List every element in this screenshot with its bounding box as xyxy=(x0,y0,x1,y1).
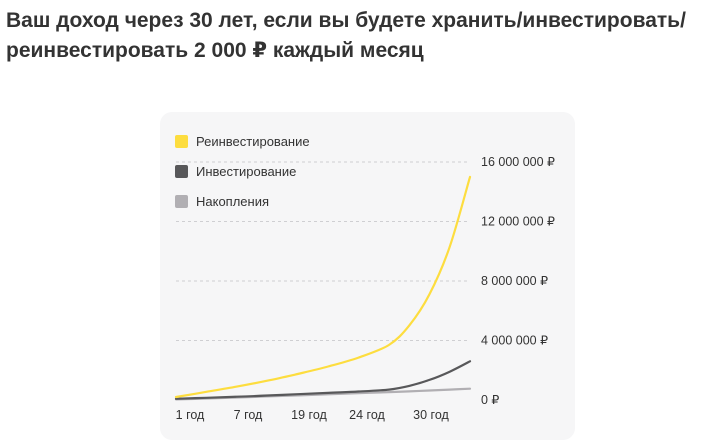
y-axis-ticks: 0 ₽ 4 000 000 ₽ 8 000 000 ₽ 12 000 000 ₽ 16 … xyxy=(481,155,555,407)
legend-label: Накопления xyxy=(196,193,270,209)
grid-lines xyxy=(176,161,470,341)
x-tick-label: 19 год xyxy=(291,408,327,422)
y-tick-label: 4 000 000 ₽ xyxy=(481,334,548,348)
legend-label: Реинвестирование xyxy=(196,133,310,149)
chart-legend: Реинвестирование Инвестирование Накопления xyxy=(175,126,310,216)
chart-card: 0 ₽ 4 000 000 ₽ 8 000 000 ₽ 12 000 000 ₽ 16 … xyxy=(160,112,575,440)
x-tick-label: 30 год xyxy=(413,408,449,422)
legend-item: Реинвестирование xyxy=(175,126,310,156)
page-headline: Ваш доход через 30 лет, если вы будете х… xyxy=(6,9,686,62)
income-growth-chart: 0 ₽ 4 000 000 ₽ 8 000 000 ₽ 12 000 000 ₽ 16 … xyxy=(174,155,555,422)
legend-swatch xyxy=(175,194,188,208)
y-tick-label: 12 000 000 ₽ xyxy=(481,215,555,229)
legend-swatch xyxy=(175,164,188,178)
x-axis-ticks: 1 год 7 год 19 год 24 год 30 год xyxy=(176,408,450,422)
x-tick-label: 1 год xyxy=(176,408,205,422)
legend-label: Инвестирование xyxy=(196,163,297,179)
legend-swatch xyxy=(175,134,188,148)
y-tick-label: 8 000 000 ₽ xyxy=(481,274,548,288)
x-tick-label: 24 год xyxy=(349,408,385,422)
legend-item: Накопления xyxy=(175,186,310,216)
y-tick-label: 0 ₽ xyxy=(481,393,499,407)
x-tick-label: 7 год xyxy=(234,408,263,422)
legend-item: Инвестирование xyxy=(175,156,310,186)
series-line-Инвестирование xyxy=(174,360,472,400)
y-tick-label: 16 000 000 ₽ xyxy=(481,155,555,169)
series-lines xyxy=(174,175,472,401)
series-line-Реинвестирование xyxy=(174,175,472,399)
